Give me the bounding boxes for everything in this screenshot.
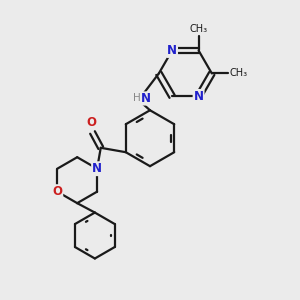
Text: O: O — [86, 116, 96, 129]
Text: N: N — [194, 90, 204, 103]
Text: N: N — [92, 162, 102, 175]
Text: O: O — [52, 185, 62, 198]
Text: N: N — [141, 92, 151, 105]
Text: CH₃: CH₃ — [190, 24, 208, 34]
Text: H: H — [133, 94, 141, 103]
Text: CH₃: CH₃ — [230, 68, 247, 78]
Text: N: N — [167, 44, 177, 57]
